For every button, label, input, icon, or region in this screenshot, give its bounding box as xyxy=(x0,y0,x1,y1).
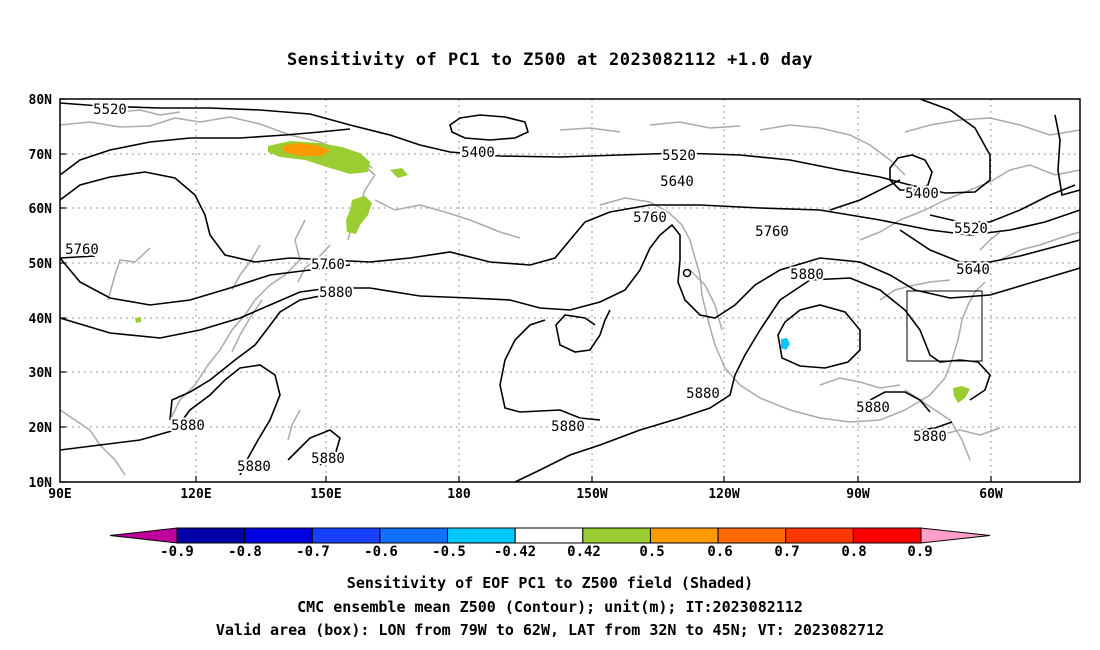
lat-label: 20N xyxy=(29,421,53,436)
colorbar-label: -0.6 xyxy=(364,544,398,560)
contour-label: 5640 xyxy=(660,174,694,190)
colorbar-label: 0.9 xyxy=(907,544,932,560)
colorbar-high-arrow xyxy=(920,527,991,544)
contour-label: 5760 xyxy=(755,224,789,240)
colorbar-label: 0.5 xyxy=(639,544,664,560)
colorbar-label: -0.5 xyxy=(432,544,466,560)
valid-area-box xyxy=(906,290,983,362)
colorbar-label: -0.8 xyxy=(228,544,262,560)
colorbar-bin xyxy=(852,527,922,544)
contour-labels: 5520 5400 5520 5640 5760 5760 5880 5760 … xyxy=(63,100,992,477)
lon-label: 150W xyxy=(576,487,607,502)
contour-label: 5880 xyxy=(913,429,947,445)
colorbar-bins xyxy=(109,527,991,544)
contour-label: 5880 xyxy=(311,451,345,467)
colorbar-bin xyxy=(379,527,449,544)
shade-green-region-dot xyxy=(135,317,141,323)
colorbar-bin xyxy=(244,527,313,544)
contour-label: 5880 xyxy=(237,459,271,475)
lon-label: 120W xyxy=(708,487,739,502)
colorbar-bin xyxy=(717,527,787,544)
colorbar-bin xyxy=(514,527,584,544)
contour-label: 5880 xyxy=(171,418,205,434)
colorbar-bin xyxy=(582,527,651,544)
colorbar-label: 0.42 xyxy=(567,544,601,560)
lat-axis-labels: 80N 70N 60N 50N 40N 30N 20N 10N xyxy=(29,93,53,491)
lon-label: 150E xyxy=(310,487,341,502)
lat-label: 30N xyxy=(29,366,53,381)
lon-label: 120E xyxy=(180,487,211,502)
map-frame xyxy=(59,98,1081,483)
colorbar-bin xyxy=(785,527,854,544)
colorbar-label: 0.7 xyxy=(774,544,799,560)
lon-axis-labels: 90E 120E 150E 180 150W 120W 90W 60W xyxy=(48,487,1003,502)
lon-label: 60W xyxy=(979,487,1003,502)
gridlines xyxy=(60,99,1080,482)
colorbar-bin xyxy=(311,527,381,544)
contour-label: 5760 xyxy=(633,210,667,226)
contour-label: 5640 xyxy=(956,262,990,278)
lat-label: 70N xyxy=(29,148,53,163)
lat-label: 50N xyxy=(29,257,53,272)
figure-title: Sensitivity of PC1 to Z500 at 2023082112… xyxy=(286,50,813,70)
axis-ticks xyxy=(60,98,992,483)
colorbar-bin xyxy=(649,527,719,544)
sensitivity-shading xyxy=(135,141,970,403)
lon-label: 90E xyxy=(48,487,71,502)
shade-orange-region xyxy=(282,143,330,156)
contour-label: 5520 xyxy=(662,148,696,164)
colorbar-low-arrow xyxy=(109,527,178,544)
colorbar-bin xyxy=(447,527,516,544)
lat-label: 60N xyxy=(29,202,53,217)
contour-label: 5520 xyxy=(954,221,988,237)
contour-label: 5520 xyxy=(93,102,127,118)
shade-green-region-small xyxy=(390,168,408,178)
lat-label: 40N xyxy=(29,312,53,327)
colorbar-label: -0.42 xyxy=(494,544,536,560)
shade-green-region-kamchatka xyxy=(346,196,372,234)
lon-label: 180 xyxy=(447,487,471,502)
contour-label: 5880 xyxy=(551,419,585,435)
contour-label: 5880 xyxy=(856,400,890,416)
colorbar-label: -0.9 xyxy=(160,544,194,560)
contour-closed-small xyxy=(682,268,692,278)
caption-line-1: Sensitivity of EOF PC1 to Z500 field (Sh… xyxy=(346,574,754,592)
colorbar-labels: -0.9 -0.8 -0.7 -0.6 -0.5 -0.42 0.42 0.5 … xyxy=(160,544,933,560)
contour-label: 5400 xyxy=(461,145,495,161)
contour-label: 5760 xyxy=(65,242,99,258)
contour-label: 5760 xyxy=(311,257,345,273)
colorbar-bin xyxy=(176,527,246,544)
caption-line-2: CMC ensemble mean Z500 (Contour); unit(m… xyxy=(297,598,803,616)
lat-label: 80N xyxy=(29,93,53,108)
colorbar-label: 0.6 xyxy=(707,544,732,560)
contour-label: 5880 xyxy=(790,267,824,283)
shade-green-region-atlantic xyxy=(953,386,970,403)
colorbar-label: 0.8 xyxy=(841,544,866,560)
lon-label: 90W xyxy=(846,487,870,502)
contour-label: 5880 xyxy=(686,386,720,402)
z500-contours xyxy=(59,98,1081,483)
lat-label: 10N xyxy=(29,476,53,491)
contour-label: 5400 xyxy=(905,186,939,202)
colorbar-label: -0.7 xyxy=(296,544,330,560)
shade-cyan-region xyxy=(781,338,790,350)
contour-label: 5880 xyxy=(319,285,353,301)
caption-line-3: Valid area (box): LON from 79W to 62W, L… xyxy=(215,621,885,639)
